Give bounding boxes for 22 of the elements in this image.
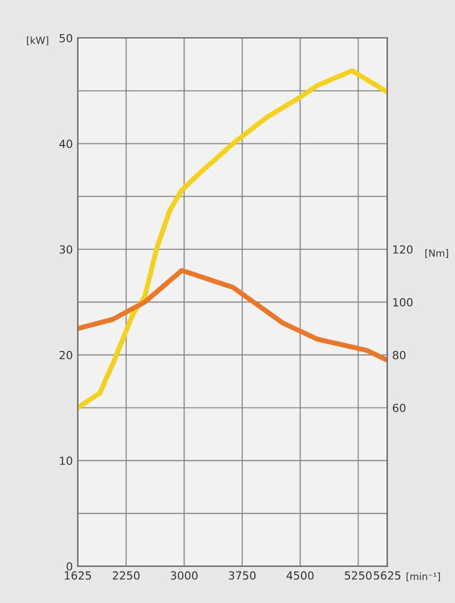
- line-series: [78, 68, 388, 410]
- x-tick-label: 3000: [170, 571, 198, 580]
- line-series: [78, 268, 388, 363]
- y-tick-label: 50: [60, 34, 72, 42]
- x-tick-label: 1625: [64, 571, 91, 580]
- y2-tick-label: 60: [392, 404, 406, 412]
- y2-tick-label: 100: [393, 298, 413, 306]
- y-tick-label: 20: [60, 350, 72, 360]
- x-tick-label: 2250: [112, 571, 140, 580]
- y2-axis-title: [Nm]: [425, 249, 448, 258]
- y2-tick-label: 120: [393, 245, 413, 254]
- x-tick-label: 4500: [286, 571, 314, 580]
- x-tick-label: 5625: [374, 571, 400, 580]
- y-tick-label: 40: [59, 140, 72, 148]
- y-tick-label: 30: [60, 245, 72, 254]
- y2-tick-label: 80: [392, 350, 406, 360]
- x-tick-label: 3750: [228, 571, 256, 580]
- y-tick-label: 0: [66, 562, 72, 571]
- x-tick-label: 5250: [344, 571, 372, 580]
- x-axis-title: [min⁻¹]: [406, 572, 440, 582]
- y-tick-label: 10: [60, 456, 72, 465]
- y-axis-title: [kW]: [27, 36, 48, 46]
